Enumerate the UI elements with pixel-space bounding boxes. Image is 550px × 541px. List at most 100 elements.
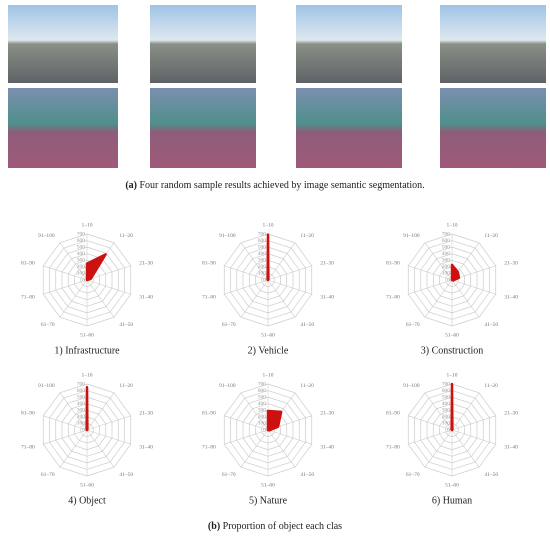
r-tick-label: 300	[442, 258, 451, 264]
spoke	[267, 279, 312, 295]
r-tick-label: 100	[258, 421, 267, 427]
spoke	[240, 429, 269, 468]
category-label: 21–30	[504, 260, 518, 266]
r-tick-label: 300	[258, 258, 267, 264]
r-tick-label: 700	[77, 381, 86, 387]
category-label: 51–60	[80, 332, 94, 338]
spoke	[451, 429, 496, 445]
category-label: 71–80	[386, 294, 400, 300]
r-tick-label: 0	[82, 427, 85, 433]
category-label: 41–50	[300, 472, 314, 478]
spoke	[408, 265, 453, 281]
category-label: 51–60	[261, 332, 275, 338]
category-label: 81–90	[202, 410, 216, 416]
spoke	[59, 429, 88, 468]
category-label: 61–70	[222, 472, 236, 478]
spoke	[86, 415, 131, 431]
r-tick-label: 100	[258, 271, 267, 277]
r-tick-label: 200	[77, 264, 86, 270]
category-label: 31–40	[139, 294, 153, 300]
chart-title: 3) Construction	[421, 345, 484, 356]
r-tick-label: 400	[77, 251, 86, 257]
r-tick-label: 500	[442, 394, 451, 400]
category-label: 51–60	[80, 482, 94, 488]
spoke	[408, 279, 453, 295]
segmentation	[296, 88, 402, 168]
category-label: 91–100	[403, 233, 420, 239]
category-label: 71–80	[21, 444, 35, 450]
r-tick-label: 100	[442, 271, 451, 277]
r-tick-label: 600	[442, 238, 451, 244]
chart-title: 4) Object	[68, 495, 106, 506]
data-area	[266, 233, 270, 282]
r-tick-label: 500	[77, 394, 86, 400]
r-tick-label: 100	[77, 421, 86, 427]
spoke	[43, 429, 88, 445]
category-label: 61–70	[222, 322, 236, 328]
spoke	[224, 279, 269, 295]
spoke	[267, 265, 312, 281]
r-tick-label: 0	[447, 427, 450, 433]
r-tick-label: 400	[258, 401, 267, 407]
category-label: 51–60	[261, 482, 275, 488]
chart-title: 2) Vehicle	[248, 345, 289, 356]
category-label: 21–30	[320, 260, 334, 266]
category-label: 11–20	[300, 233, 314, 239]
category-label: 91–100	[219, 233, 236, 239]
category-label: 61–70	[406, 322, 420, 328]
category-label: 41–50	[300, 322, 314, 328]
category-label: 1–10	[263, 372, 274, 378]
r-tick-label: 700	[442, 231, 451, 237]
spoke	[451, 415, 496, 431]
spoke	[424, 279, 453, 318]
spoke	[408, 429, 453, 445]
spoke	[43, 415, 88, 431]
category-label: 21–30	[139, 260, 153, 266]
photo	[296, 5, 402, 83]
category-label: 1–10	[82, 222, 93, 228]
caption-text: Proportion of object each clas	[220, 521, 342, 532]
category-label: 1–10	[263, 222, 274, 228]
spoke	[86, 429, 131, 445]
spoke	[43, 265, 88, 281]
category-label: 31–40	[504, 294, 518, 300]
caption-text: Four random sample results achieved by i…	[137, 180, 425, 191]
r-tick-label: 200	[442, 264, 451, 270]
caption-b: (b) Proportion of object each clas	[208, 521, 342, 532]
chart-title: 6) Human	[432, 495, 472, 506]
r-tick-label: 700	[442, 381, 451, 387]
data-area	[85, 253, 107, 282]
category-label: 51–60	[445, 332, 459, 338]
spoke	[86, 279, 131, 295]
r-tick-label: 0	[263, 427, 266, 433]
r-tick-label: 600	[258, 238, 267, 244]
category-label: 11–20	[484, 233, 498, 239]
photo	[440, 5, 546, 83]
spoke	[267, 429, 312, 445]
segmentation	[440, 88, 546, 168]
category-label: 91–100	[219, 383, 236, 389]
category-label: 31–40	[320, 444, 334, 450]
spoke	[424, 429, 453, 468]
r-tick-label: 100	[442, 421, 451, 427]
category-label: 91–100	[38, 233, 55, 239]
category-label: 11–20	[300, 383, 314, 389]
category-label: 61–70	[41, 322, 55, 328]
spoke	[224, 415, 269, 431]
spoke	[451, 279, 480, 318]
spoke	[240, 392, 269, 431]
category-label: 41–50	[119, 472, 133, 478]
spoke	[86, 429, 115, 468]
r-tick-label: 0	[447, 277, 450, 283]
category-label: 51–60	[445, 482, 459, 488]
r-tick-label: 700	[258, 381, 267, 387]
r-tick-label: 200	[258, 414, 267, 420]
spoke	[240, 279, 269, 318]
spoke	[86, 279, 115, 318]
spoke	[59, 242, 88, 281]
r-tick-label: 300	[442, 408, 451, 414]
r-tick-label: 300	[77, 258, 86, 264]
category-label: 41–50	[119, 322, 133, 328]
spoke	[424, 242, 453, 281]
category-label: 71–80	[21, 294, 35, 300]
